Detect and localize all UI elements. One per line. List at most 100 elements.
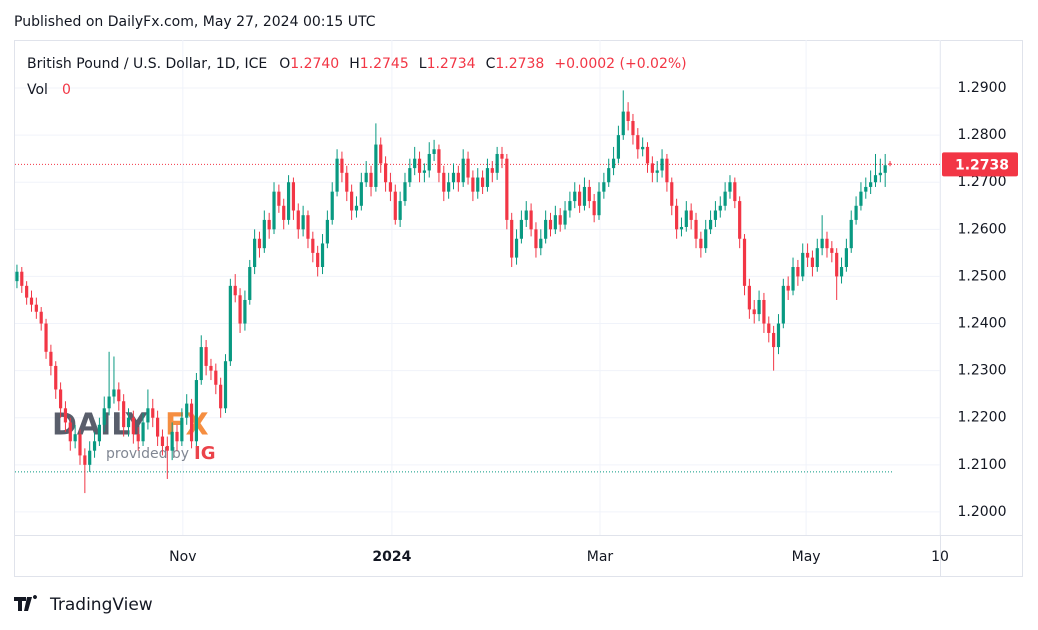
candle-body <box>223 361 228 409</box>
candle-body <box>626 111 630 122</box>
candle-body <box>485 168 490 187</box>
candle-body <box>476 177 480 192</box>
candle-body <box>849 219 853 249</box>
ohlc-value: 1.2740 <box>290 56 339 72</box>
candle-body <box>762 299 766 324</box>
ohlc-value: 1.2738 <box>495 56 544 72</box>
candle-body <box>408 168 412 183</box>
candle-body <box>776 323 781 348</box>
y-tick-label: 1.2000 <box>958 504 1007 520</box>
y-tick-label: 1.2800 <box>958 127 1007 143</box>
candle-body <box>873 175 878 183</box>
candle-body <box>801 252 805 277</box>
candle-body <box>350 191 354 211</box>
candle-body <box>102 408 106 425</box>
candle-body <box>272 191 276 230</box>
candle-body <box>742 238 747 286</box>
x-tick-label: Nov <box>169 549 196 565</box>
candle-body <box>296 210 300 230</box>
candle-body <box>345 172 349 192</box>
candle-body <box>369 172 373 187</box>
candle-body <box>311 238 315 253</box>
candle-body <box>767 323 771 333</box>
candle-body <box>636 135 640 150</box>
y-tick-label: 1.2200 <box>958 410 1007 426</box>
candle-body <box>199 347 203 381</box>
candle-body <box>238 295 242 324</box>
x-tick-label: 2024 <box>372 549 411 565</box>
candle-body <box>708 219 713 230</box>
candle-body <box>805 252 810 258</box>
candle-body <box>131 417 135 435</box>
last-price-box <box>942 152 1018 177</box>
candle-body <box>825 238 829 249</box>
candle-body <box>388 182 393 192</box>
candle-body <box>447 182 451 192</box>
candle-body <box>864 186 868 192</box>
candle-body <box>88 450 92 465</box>
candle-body <box>519 219 523 239</box>
candle-body <box>791 267 795 291</box>
candle-body <box>694 219 698 239</box>
candle-body <box>253 238 257 268</box>
x-tick-label: Mar <box>587 549 614 565</box>
chart-frame <box>14 40 1023 577</box>
candle-body <box>257 238 262 249</box>
candle-body <box>170 431 174 451</box>
candle-body <box>670 182 674 206</box>
candle-body <box>325 219 329 244</box>
tradingview-logo: TradingView <box>14 595 153 615</box>
candle-body <box>39 311 43 324</box>
candle-body <box>490 168 494 173</box>
candle-body <box>320 243 325 268</box>
y-tick-label: 1.2100 <box>958 457 1007 473</box>
candle-body <box>364 172 368 183</box>
candle-body <box>820 238 824 249</box>
candle-body <box>815 248 819 268</box>
candle-body <box>747 285 751 310</box>
candle-body <box>54 365 58 390</box>
candle-body <box>578 191 582 206</box>
candle-body <box>398 201 402 220</box>
candle-body <box>262 219 266 249</box>
candle-body <box>136 434 140 442</box>
candle-body <box>602 182 606 192</box>
candle-body <box>316 252 320 268</box>
candle-body <box>529 210 533 230</box>
ohlc-key: O <box>279 56 290 72</box>
candle-body <box>573 191 577 202</box>
y-tick-label: 1.2600 <box>958 221 1007 237</box>
candle-body <box>713 210 718 220</box>
candle-body <box>78 434 82 456</box>
candle-body <box>641 146 645 150</box>
y-tick-label: 1.2300 <box>958 363 1007 379</box>
y-tick-label: 1.2500 <box>958 268 1007 284</box>
candle-body <box>607 168 611 183</box>
candle-body <box>20 271 24 286</box>
candle-body <box>704 229 708 249</box>
watermark-ig: IG <box>194 443 215 464</box>
candle-body <box>544 219 548 239</box>
candle-body <box>597 191 601 216</box>
candle-body <box>442 172 446 192</box>
ohlc-key: H <box>349 56 360 72</box>
candle-body <box>869 182 873 187</box>
candle-body <box>330 191 334 220</box>
candle-body <box>286 182 291 220</box>
candle-body <box>417 158 422 173</box>
candle-body <box>844 248 848 268</box>
candle-body <box>796 267 800 277</box>
candle-body <box>73 434 77 442</box>
y-tick-label: 1.2400 <box>958 316 1007 332</box>
candle-body <box>500 153 504 159</box>
candle-body <box>214 370 218 385</box>
candle-body <box>781 285 785 324</box>
candle-body <box>107 396 111 409</box>
candle-body <box>675 205 679 230</box>
candle-body <box>631 121 635 136</box>
candle-body <box>854 205 858 220</box>
candle-body <box>888 163 892 165</box>
candle-body <box>243 299 247 324</box>
candle-body <box>403 182 407 202</box>
candle-body <box>209 365 213 371</box>
